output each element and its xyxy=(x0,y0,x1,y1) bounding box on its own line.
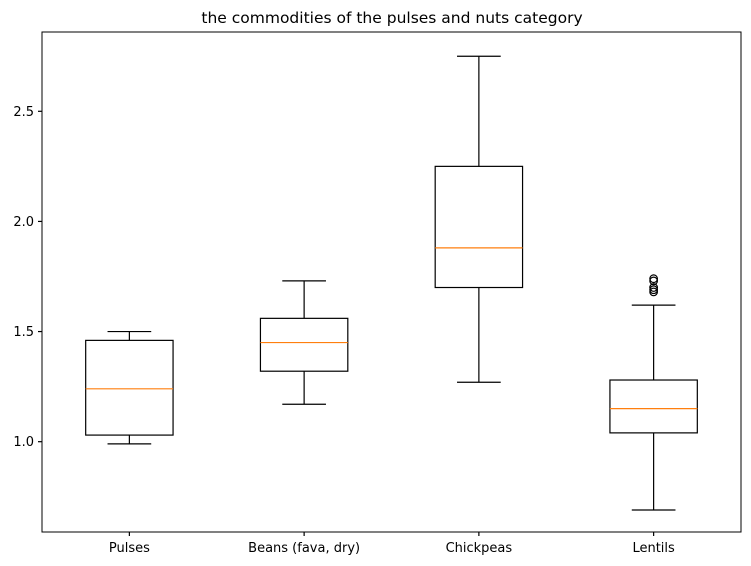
box-iqr xyxy=(85,339,174,436)
x-tick-label: Lentils xyxy=(632,541,675,556)
y-tick-label: 1.0 xyxy=(13,435,34,450)
box-iqr xyxy=(434,165,524,289)
box-iqr xyxy=(609,379,698,434)
axes: 1.0 1.5 2.0 2.5 Pulses Beans (fava, dry) Chick… xyxy=(13,31,742,556)
box-pulses xyxy=(85,330,174,445)
box-beans-fava-dry xyxy=(259,280,349,405)
box-lentils xyxy=(609,274,698,511)
y-tick-label: 2.0 xyxy=(13,215,34,230)
box-chickpeas xyxy=(434,55,524,383)
x-tick-label: Chickpeas xyxy=(446,541,513,556)
outlier-point xyxy=(649,274,659,284)
plot-frame xyxy=(41,31,742,533)
y-tick-label: 2.5 xyxy=(13,105,34,120)
plot-area xyxy=(85,55,698,511)
y-tick-label: 1.5 xyxy=(13,325,34,340)
chart-title: the commodities of the pulses and nuts c… xyxy=(201,9,582,27)
x-tick-label: Beans (fava, dry) xyxy=(248,541,360,556)
x-tick-label: Pulses xyxy=(109,541,150,556)
outlier-point xyxy=(649,283,659,292)
box-iqr xyxy=(259,317,349,372)
